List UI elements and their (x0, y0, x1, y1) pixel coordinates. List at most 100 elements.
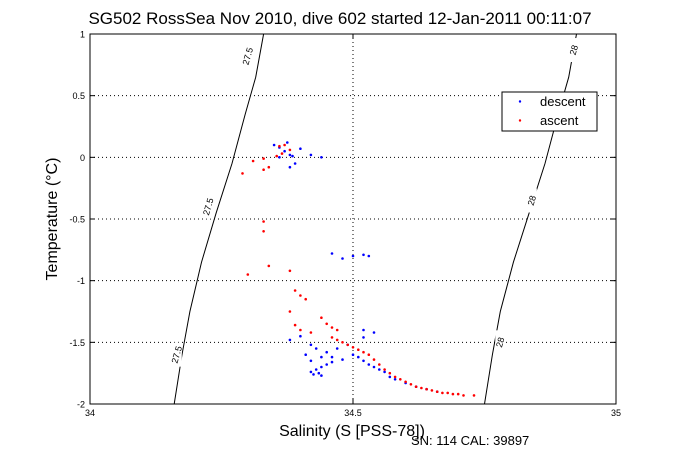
data-point-ascent (309, 331, 313, 334)
chart-title: SG502 RossSea Nov 2010, dive 602 started… (88, 9, 591, 28)
data-point-descent (299, 334, 302, 338)
data-point-ascent (288, 269, 292, 273)
data-point-ascent (330, 336, 334, 339)
data-point-descent (388, 375, 392, 379)
data-point-descent (291, 154, 294, 158)
y-tick-label: 0 (80, 153, 85, 163)
data-point-descent (293, 162, 297, 165)
footer-serial: SN: 114 CAL: 39897 (411, 433, 529, 448)
data-point-descent (372, 365, 376, 369)
data-point-ascent (246, 273, 250, 276)
data-point-ascent (393, 375, 397, 379)
data-point-ascent (409, 383, 413, 386)
grid (90, 34, 616, 404)
data-point-ascent (304, 297, 308, 301)
data-point-descent (299, 147, 302, 150)
data-point-descent (393, 378, 397, 381)
contour-label: 27.5 (201, 197, 215, 217)
data-point-descent (309, 370, 313, 374)
data-point-descent (383, 370, 386, 374)
contour-label-bg (568, 38, 579, 63)
data-point-descent (351, 254, 355, 258)
data-point-ascent (367, 353, 371, 357)
contour-label: 28 (494, 336, 506, 348)
data-point-ascent (430, 389, 434, 392)
contour-line (173, 33, 265, 405)
data-point-ascent (446, 391, 450, 395)
data-point-descent (278, 156, 281, 159)
data-point-ascent (325, 322, 329, 326)
data-point-ascent (335, 328, 339, 332)
contour-label-bg (203, 194, 214, 219)
data-point-ascent (346, 343, 350, 347)
data-point-descent (330, 252, 334, 255)
data-point-descent (309, 153, 313, 157)
density-contours: 27.5 27.5 27.5 28 28 28 (170, 33, 580, 405)
data-point-ascent (320, 316, 323, 320)
x-tick-label: 34.5 (344, 408, 362, 418)
data-point-descent (286, 141, 289, 144)
data-point-ascent (399, 378, 402, 381)
data-point-ascent (357, 348, 360, 352)
y-tick-label: -1.5 (69, 338, 85, 348)
data-point-descent (367, 363, 371, 366)
data-point-descent (362, 328, 365, 332)
y-tick-label: -0.5 (69, 215, 85, 225)
data-point-descent (317, 371, 321, 375)
x-tick-label: 34 (85, 408, 95, 418)
data-point-descent (272, 143, 276, 147)
data-point-ascent (441, 391, 444, 395)
y-tick-label: 0.5 (72, 91, 85, 101)
data-point-descent (309, 359, 313, 363)
data-point-ascent (404, 380, 407, 384)
legend-marker-descent (518, 100, 522, 103)
data-point-ascent (262, 157, 265, 160)
data-point-descent (351, 353, 355, 357)
legend-marker-ascent (518, 119, 522, 122)
data-point-ascent (267, 264, 271, 268)
data-point-ascent (425, 387, 428, 391)
data-point-descent (314, 368, 318, 371)
data-point-ascent (388, 371, 392, 375)
y-tick-label: -1 (77, 276, 85, 286)
data-point-ascent (420, 386, 423, 390)
data-point-descent (320, 374, 323, 377)
data-point-ascent (288, 148, 292, 152)
data-point-descent (283, 149, 286, 153)
data-point-ascent (341, 341, 344, 344)
y-tick-label: 1 (80, 30, 85, 40)
data-point-descent (288, 153, 292, 157)
data-point-descent (325, 350, 329, 354)
data-point-descent (335, 347, 339, 350)
data-point-ascent (362, 350, 365, 354)
data-point-ascent (372, 358, 376, 361)
data-point-ascent (451, 392, 455, 396)
data-point-ascent (288, 310, 292, 313)
data-point-descent (320, 355, 323, 359)
data-point-ascent (280, 152, 284, 155)
data-point-ascent (299, 294, 302, 297)
data-point-ascent (435, 390, 439, 394)
data-point-ascent (351, 346, 355, 349)
legend: descent ascent (501, 91, 598, 132)
data-point-descent (357, 355, 360, 359)
data-point-descent (367, 254, 371, 258)
contour-label: 28 (526, 194, 538, 206)
data-point-descent (288, 165, 292, 169)
data-point-ascent (262, 220, 265, 223)
data-point-ascent (262, 230, 265, 233)
data-point-ascent (299, 328, 302, 332)
x-axis-label: Salinity (S [PSS-78]) (279, 423, 425, 440)
data-point-descent (288, 338, 292, 342)
data-point-ascent (278, 144, 281, 148)
data-point-ascent (293, 289, 297, 292)
data-point-ascent (383, 368, 386, 371)
contour-line (484, 33, 577, 405)
legend-label-descent: descent (540, 94, 586, 109)
data-point-descent (372, 331, 376, 334)
data-point-descent (362, 359, 365, 363)
data-point-descent (330, 360, 334, 364)
data-point-ascent (267, 165, 271, 169)
contour-label: 27.5 (241, 46, 255, 66)
